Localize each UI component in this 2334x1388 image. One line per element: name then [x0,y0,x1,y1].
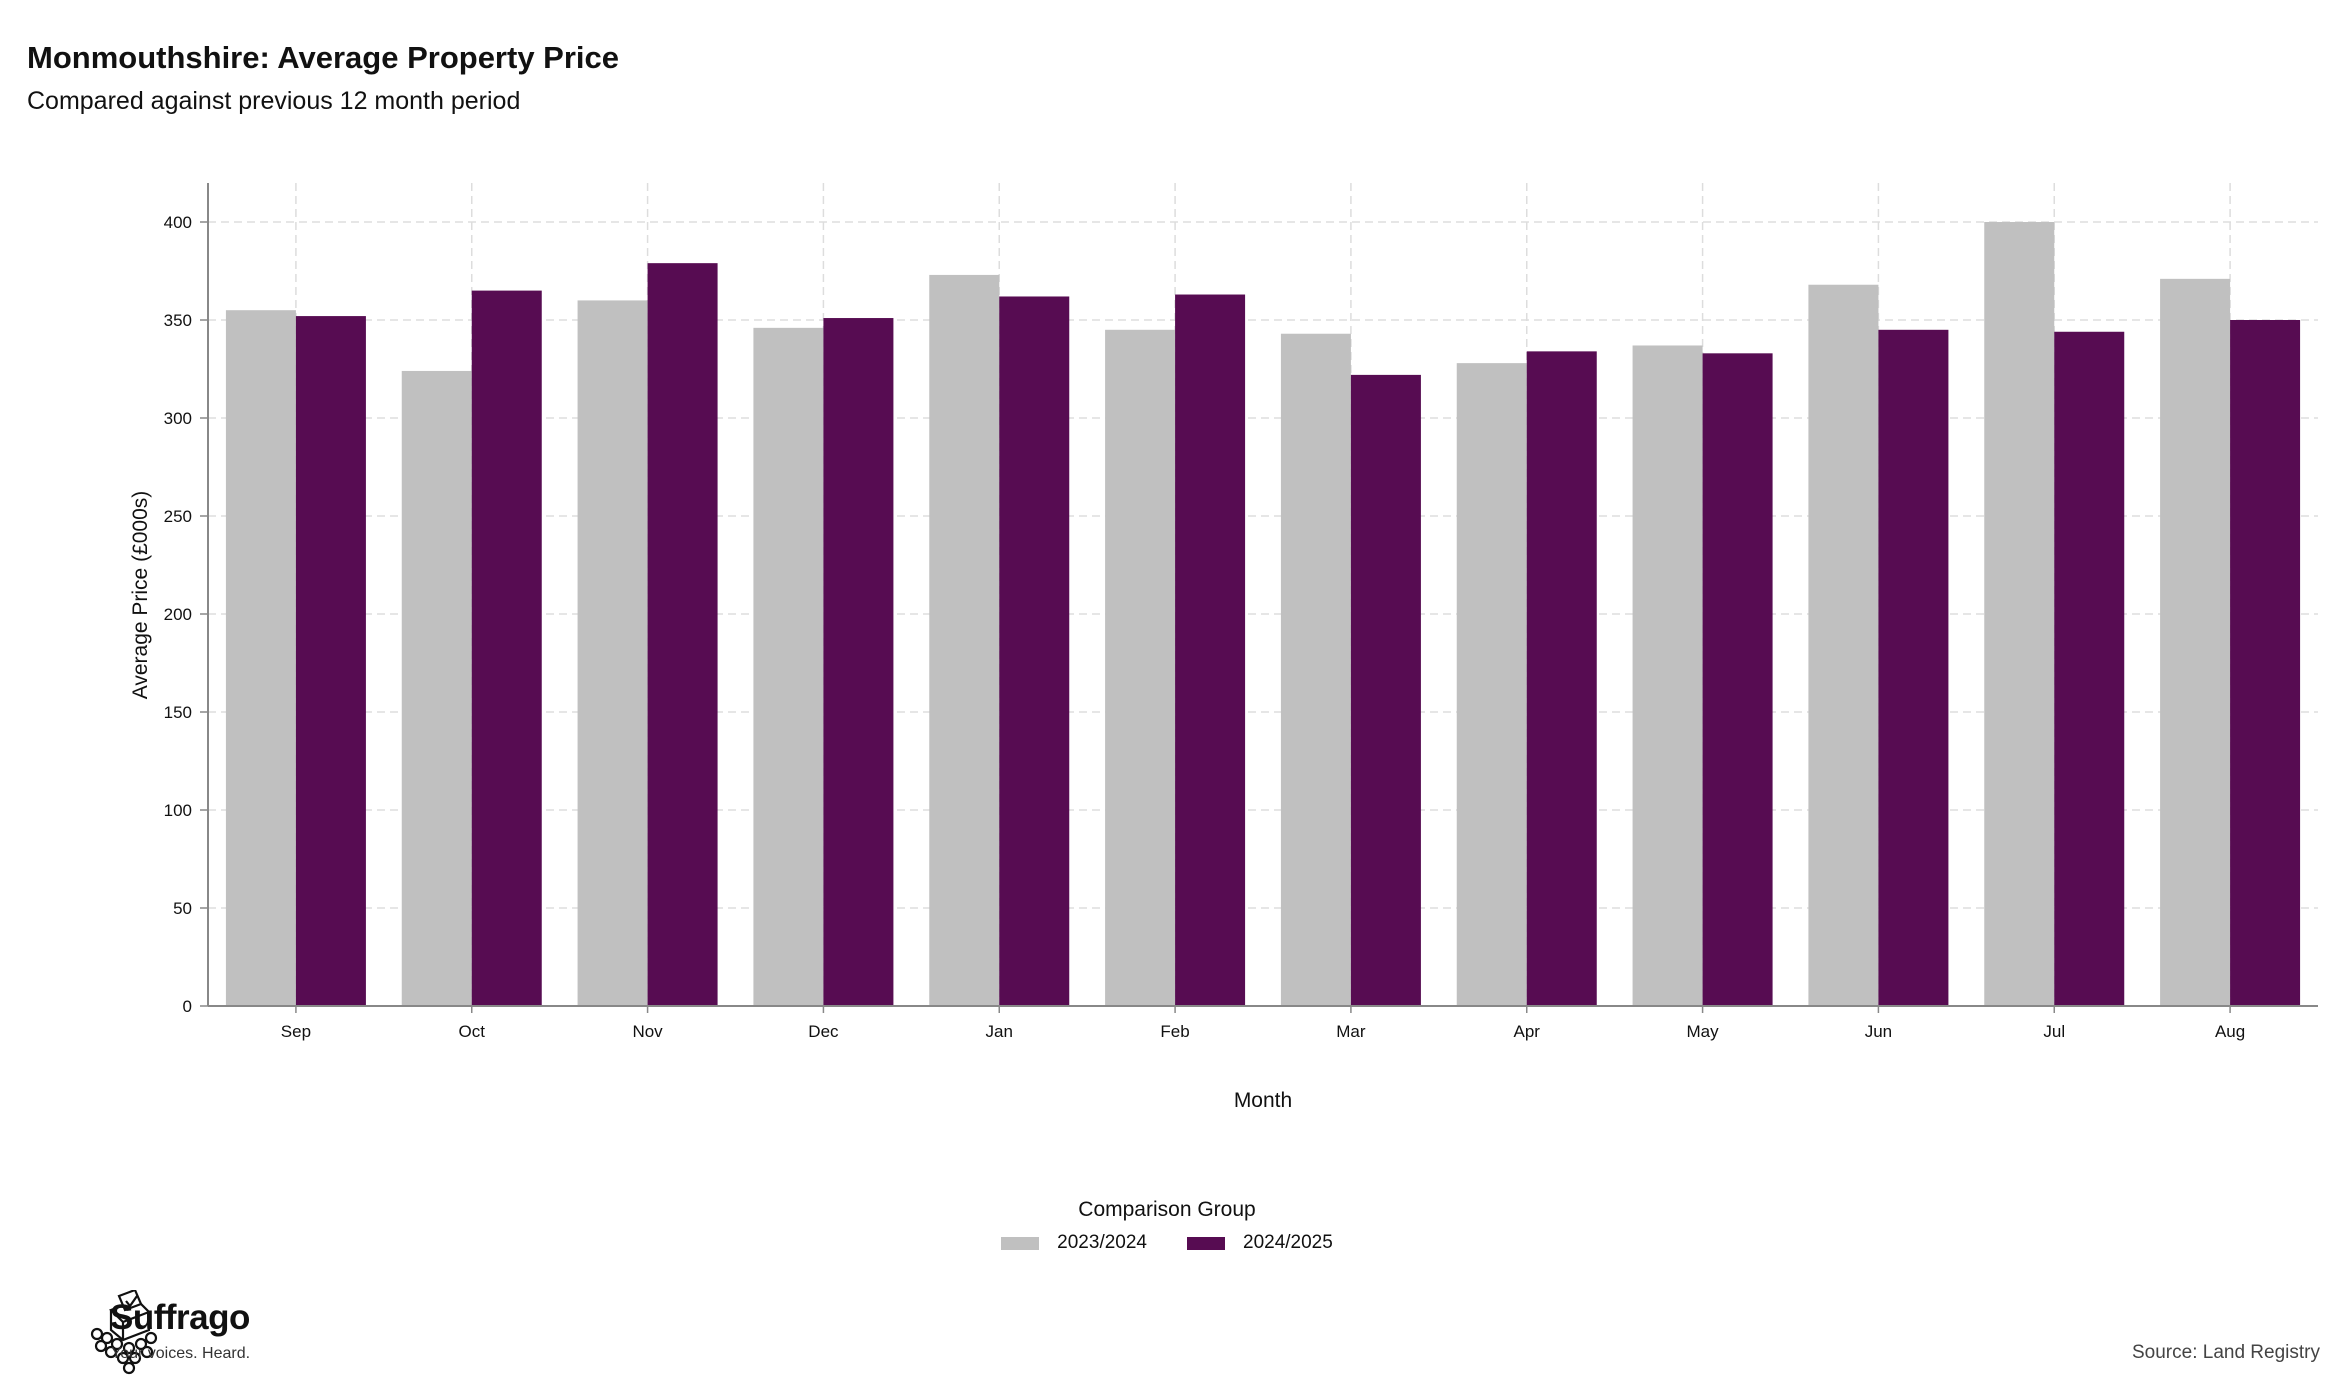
bar-2023-2024-Mar [1280,333,1351,1007]
x-tick-label-May: May [1687,1022,1720,1041]
bar-2024-2025-Dec [823,318,894,1006]
bar-2023-2024-Jun [1808,284,1879,1007]
bar-2023-2024-Aug [2160,278,2231,1007]
x-tick-label-Mar: Mar [1336,1022,1366,1041]
chart-title: Monmouthshire: Average Property Price [27,40,620,75]
y-axis-title: Average Price (£000s) [129,491,152,700]
axes [200,183,2318,1013]
bar-2024-2025-Feb [1175,294,1246,1006]
chart-subtitle: Compared against previous 12 month perio… [27,87,521,115]
y-tick-label-100: 100 [164,801,192,820]
y-tick-label-250: 250 [164,507,192,526]
legend-items: 2023/2024 2024/2025 [0,1232,2334,1254]
x-tick-label-Sep: Sep [281,1022,311,1041]
ballot-box-crowd-icon [90,1290,158,1375]
x-axis-title: Month [1234,1089,1292,1112]
x-tick-label-Jun: Jun [1865,1022,1892,1041]
bar-2023-2024-Feb [1105,329,1176,1006]
x-tick-label-Jul: Jul [2043,1022,2065,1041]
brand-name: Suffrago [110,1298,250,1337]
y-tick-label-0: 0 [183,997,192,1016]
bar-2023-2024-Apr [1456,363,1527,1006]
bars [225,222,2301,1007]
x-tick-label-Oct: Oct [459,1022,486,1041]
bar-2024-2025-Apr [1526,351,1597,1006]
bar-2023-2024-May [1632,345,1703,1007]
bar-2024-2025-Jul [2054,331,2125,1006]
legend-item-2023-2024: 2023/2024 [1001,1232,1147,1254]
y-tick-label-150: 150 [164,703,192,722]
bar-2023-2024-Jul [1984,222,2055,1006]
bar-2024-2025-Oct [471,290,542,1007]
tick-labels: 0 50 100 150 200 250 300 350 400 Sep Oct Nov Dec Jan F… [164,213,2246,1041]
legend-label-2024-2025: 2024/2025 [1243,1232,1333,1253]
legend-swatch-2024-2025 [1187,1236,1225,1250]
bar-2023-2024-Nov [577,300,648,1006]
bar-2024-2025-Mar [1350,374,1421,1006]
bar-2024-2025-May [1702,353,1773,1006]
legend-label-2023-2024: 2023/2024 [1057,1232,1147,1253]
brand-tagline: Your voices. Heard. [111,1345,251,1362]
legend-title: Comparison Group [1078,1198,1256,1221]
x-tick-label-Jan: Jan [986,1022,1013,1041]
bar-2024-2025-Jun [1878,329,1949,1006]
bar-2024-2025-Jan [999,296,1070,1007]
legend-item-2024-2025: 2024/2025 [1187,1232,1333,1254]
y-tick-label-50: 50 [173,899,192,918]
y-tick-label-350: 350 [164,311,192,330]
legend-swatch-2023-2024 [1001,1236,1040,1250]
bar-2023-2024-Sep [225,310,296,1006]
x-tick-label-Dec: Dec [808,1022,839,1041]
bar-2024-2025-Nov [647,263,718,1006]
x-tick-label-Nov: Nov [632,1022,663,1041]
bar-2024-2025-Sep [295,316,366,1007]
legend: Comparison Group 2023/2024 2024/2025 [0,1198,2334,1254]
x-tick-label-Aug: Aug [2215,1022,2245,1041]
bar-2023-2024-Jan [929,274,1000,1006]
bar-2024-2025-Aug [2230,320,2301,1006]
y-tick-label-200: 200 [164,605,192,624]
bar-2023-2024-Oct [401,370,472,1007]
y-tick-label-300: 300 [164,409,192,428]
source-note: Source: Land Registry [2132,1342,2320,1363]
y-tick-label-400: 400 [164,213,192,232]
x-tick-label-Feb: Feb [1160,1022,1189,1041]
x-tick-label-Apr: Apr [1514,1022,1541,1041]
bar-2023-2024-Dec [753,327,824,1007]
